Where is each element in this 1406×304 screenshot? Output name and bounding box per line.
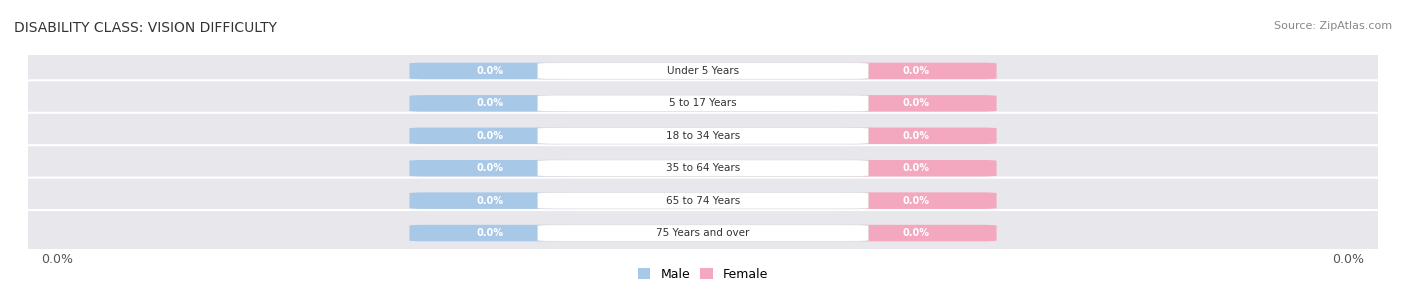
FancyBboxPatch shape [537,192,869,209]
FancyBboxPatch shape [0,210,1406,256]
Text: 0.0%: 0.0% [903,98,929,108]
FancyBboxPatch shape [409,63,571,79]
Text: 0.0%: 0.0% [42,253,73,266]
Text: 0.0%: 0.0% [477,196,503,206]
FancyBboxPatch shape [537,225,869,241]
FancyBboxPatch shape [835,127,997,144]
FancyBboxPatch shape [409,160,571,177]
FancyBboxPatch shape [835,95,997,112]
FancyBboxPatch shape [0,145,1406,191]
FancyBboxPatch shape [537,127,869,144]
FancyBboxPatch shape [835,192,997,209]
FancyBboxPatch shape [835,63,997,79]
FancyBboxPatch shape [537,63,869,79]
Text: 65 to 74 Years: 65 to 74 Years [666,196,740,206]
Text: DISABILITY CLASS: VISION DIFFICULTY: DISABILITY CLASS: VISION DIFFICULTY [14,21,277,35]
Text: 0.0%: 0.0% [477,66,503,76]
Text: 0.0%: 0.0% [477,163,503,173]
FancyBboxPatch shape [409,95,571,112]
Text: Under 5 Years: Under 5 Years [666,66,740,76]
Text: 18 to 34 Years: 18 to 34 Years [666,131,740,141]
FancyBboxPatch shape [0,178,1406,224]
Text: 0.0%: 0.0% [903,228,929,238]
Text: 0.0%: 0.0% [477,98,503,108]
FancyBboxPatch shape [409,192,571,209]
Text: 0.0%: 0.0% [903,131,929,141]
Text: 5 to 17 Years: 5 to 17 Years [669,98,737,108]
FancyBboxPatch shape [0,48,1406,94]
Text: 75 Years and over: 75 Years and over [657,228,749,238]
Text: 0.0%: 0.0% [477,131,503,141]
FancyBboxPatch shape [0,113,1406,159]
Text: 0.0%: 0.0% [903,196,929,206]
FancyBboxPatch shape [835,225,997,241]
FancyBboxPatch shape [537,160,869,177]
FancyBboxPatch shape [409,127,571,144]
Text: Source: ZipAtlas.com: Source: ZipAtlas.com [1274,21,1392,31]
Text: 35 to 64 Years: 35 to 64 Years [666,163,740,173]
Text: 0.0%: 0.0% [477,228,503,238]
Text: 0.0%: 0.0% [903,163,929,173]
FancyBboxPatch shape [835,160,997,177]
Text: 0.0%: 0.0% [903,66,929,76]
FancyBboxPatch shape [0,80,1406,126]
FancyBboxPatch shape [537,95,869,112]
Text: 0.0%: 0.0% [1333,253,1364,266]
FancyBboxPatch shape [409,225,571,241]
Legend: Male, Female: Male, Female [633,263,773,286]
